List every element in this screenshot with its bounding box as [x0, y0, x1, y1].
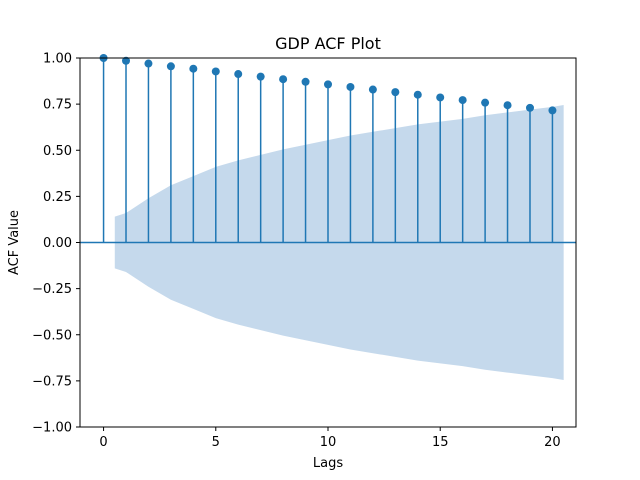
- y-ticks: −1.00 −0.75 −0.50 −0.25 0.00 0.25 0.50 0.75 1.00: [32, 52, 80, 436]
- x-tick-label: 10: [320, 435, 337, 450]
- x-tick-label: 20: [544, 435, 561, 450]
- x-tick-label: 5: [212, 435, 220, 450]
- acf-point: [458, 96, 467, 105]
- y-tick-label: 0.75: [43, 98, 72, 113]
- stem-layer: [99, 54, 557, 243]
- y-tick-label: −1.00: [32, 421, 72, 436]
- acf-point: [391, 88, 400, 97]
- y-tick-label: 1.00: [43, 52, 72, 67]
- x-tick-label: 0: [99, 435, 107, 450]
- acf-point: [279, 75, 288, 84]
- y-tick-label: 0.25: [43, 190, 72, 205]
- acf-point: [503, 101, 512, 110]
- acf-point: [122, 56, 131, 65]
- acf-point: [346, 82, 355, 91]
- acf-point: [256, 72, 265, 81]
- y-axis-label: ACF Value: [7, 210, 22, 275]
- acf-point: [481, 98, 490, 107]
- x-axis-label: Lags: [313, 456, 343, 471]
- x-tick-label: 15: [432, 435, 449, 450]
- acf-point: [368, 85, 377, 94]
- acf-point: [234, 70, 243, 79]
- acf-point: [189, 64, 198, 73]
- acf-point: [144, 59, 153, 68]
- chart-title: GDP ACF Plot: [275, 34, 381, 53]
- y-tick-label: −0.50: [32, 328, 72, 343]
- acf-point: [413, 90, 422, 99]
- acf-point: [324, 80, 332, 89]
- acf-point: [548, 106, 557, 115]
- acf-point: [436, 93, 445, 102]
- acf-point: [166, 62, 175, 71]
- acf-point: [301, 77, 310, 86]
- acf-point: [211, 67, 220, 76]
- y-tick-label: 0.50: [43, 144, 72, 159]
- y-tick-label: −0.25: [32, 282, 72, 297]
- x-ticks: 0 5 10 15 20: [99, 427, 561, 450]
- y-tick-label: −0.75: [32, 374, 72, 389]
- acf-point: [525, 103, 534, 112]
- y-tick-label: 0.00: [43, 236, 72, 251]
